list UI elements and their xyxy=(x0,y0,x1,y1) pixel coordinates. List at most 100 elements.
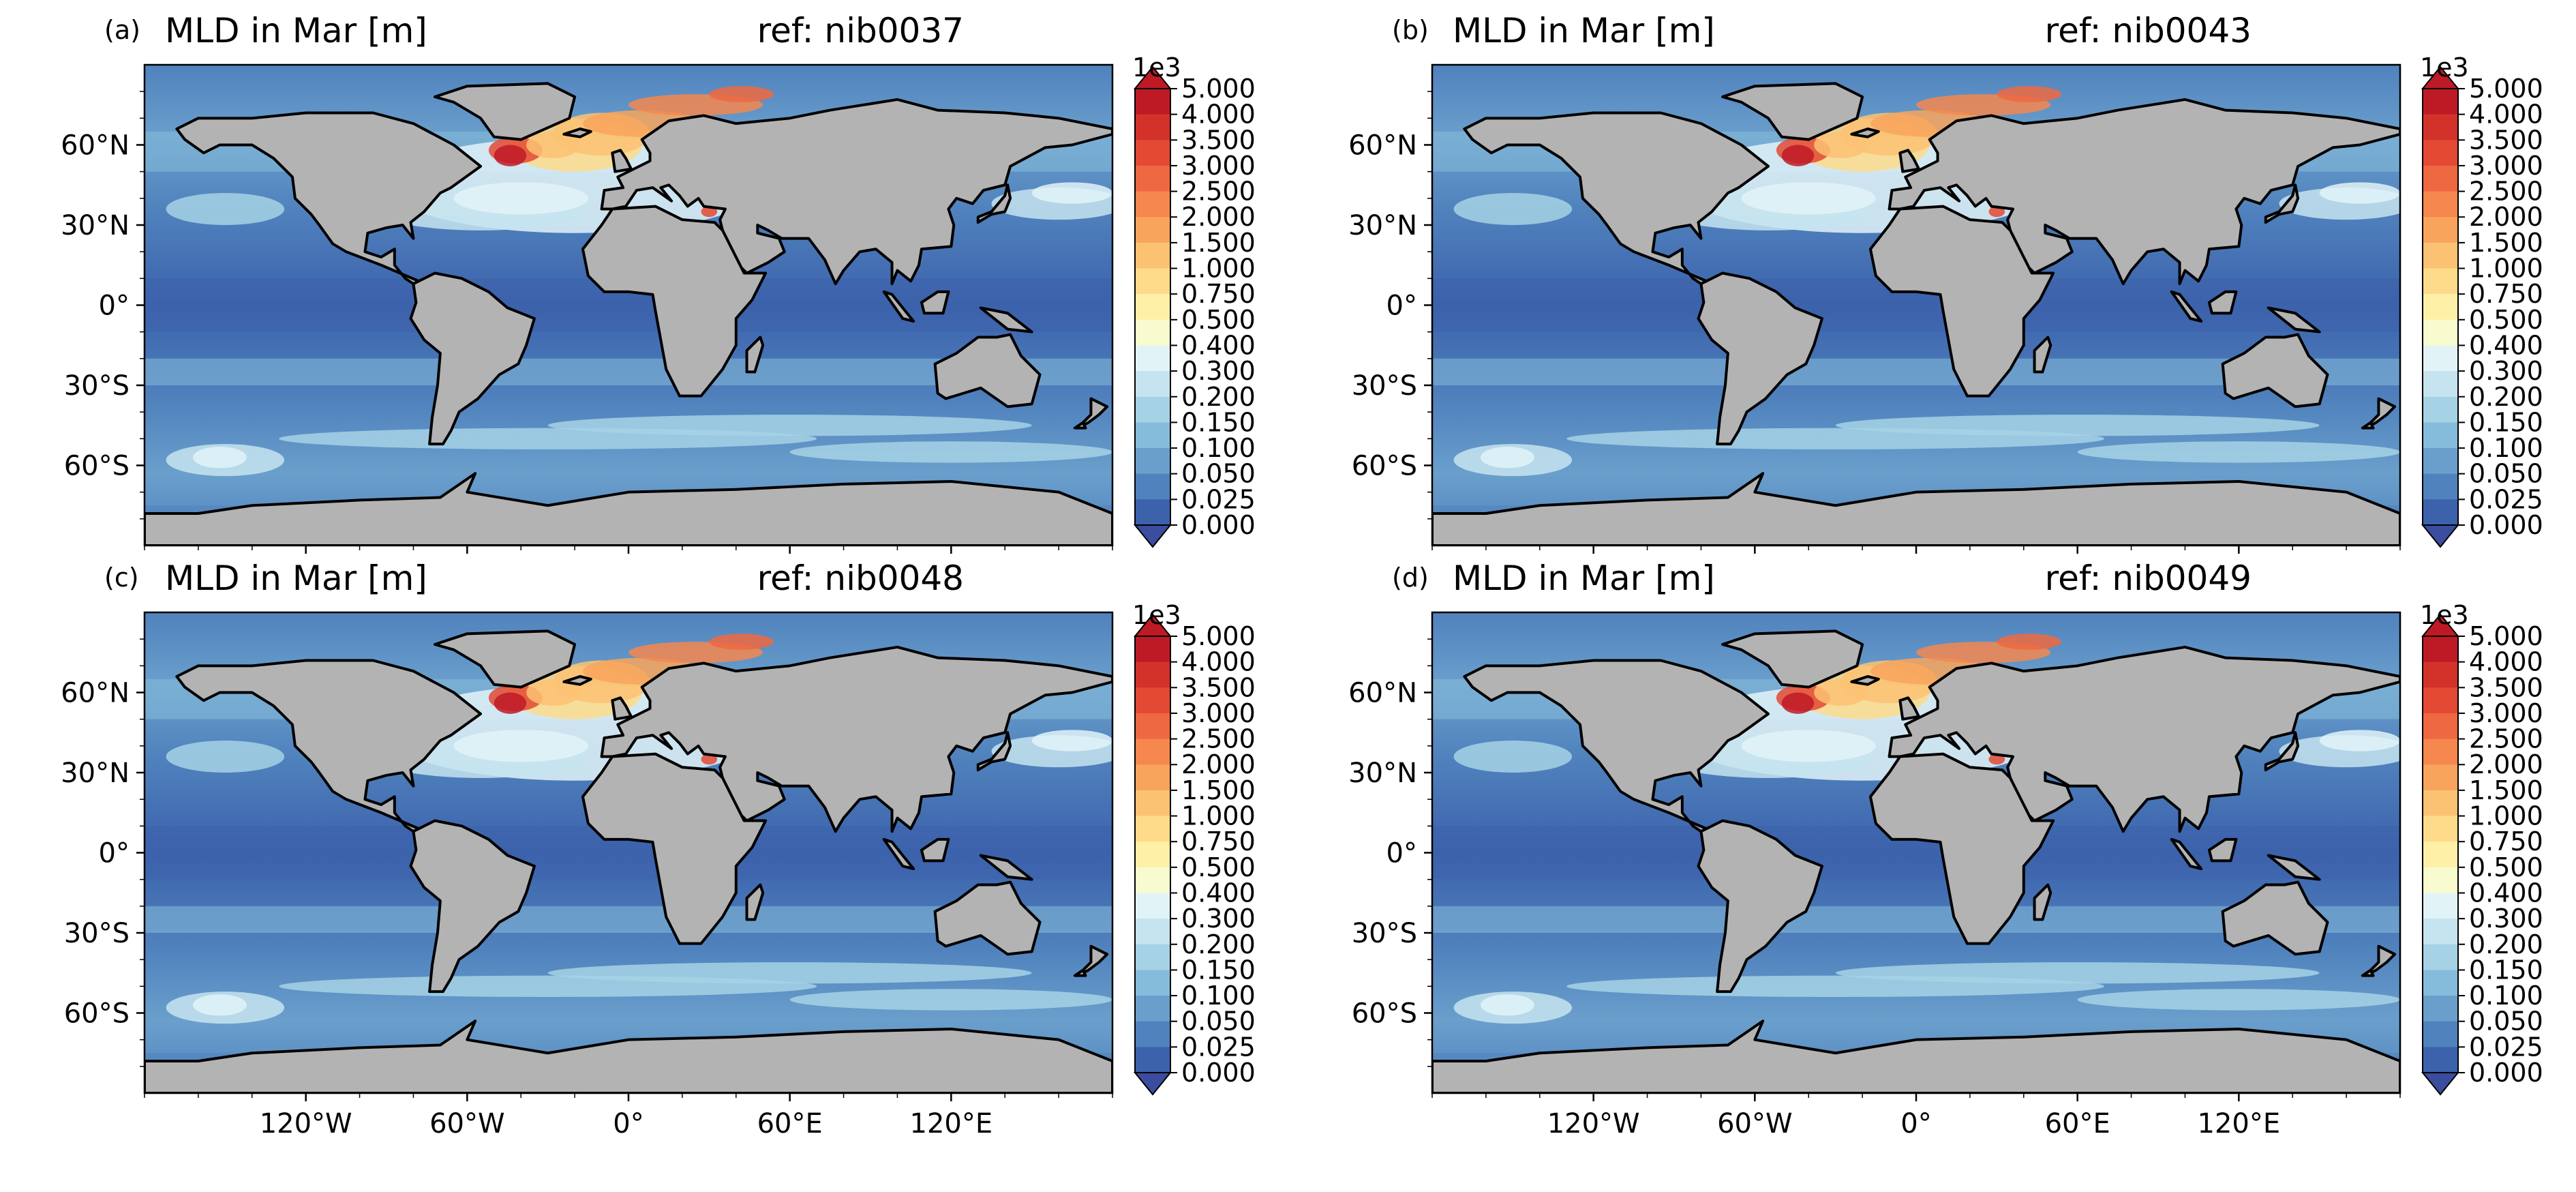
panel-title: MLD in Mar [m] xyxy=(165,558,427,598)
colorbar-segment xyxy=(2423,944,2458,970)
mld-feature xyxy=(1997,86,2061,102)
map-panel-a: (a) MLD in Mar [m] ref: nib0037 60°N 30°N 0° 3… xyxy=(0,0,1288,554)
land-madagascar xyxy=(745,336,765,374)
lat-tick-label: 60°N xyxy=(61,130,130,162)
mld-feature xyxy=(1814,679,1868,706)
colorbar-segment xyxy=(2423,396,2458,423)
land-eurasia xyxy=(600,645,1112,833)
lat-tick-label: 30°N xyxy=(1348,758,1417,789)
land-madagascar xyxy=(745,883,765,921)
colorbar-segment xyxy=(2423,473,2458,500)
colorbar-segment xyxy=(2423,422,2458,449)
colorbar-tick-label: 0.750 xyxy=(2469,279,2543,309)
colorbar-segment xyxy=(1135,687,1170,714)
colorbar-tick-label: 3.000 xyxy=(2469,151,2543,181)
map-plot: 60°N30°N0°30°S60°S5.0004.0003.5003.0002.… xyxy=(61,53,1256,554)
mld-feature xyxy=(494,145,527,166)
land-borneo xyxy=(920,290,950,315)
panel-ref: ref: nib0043 xyxy=(2044,11,2252,50)
colorbar-tick-label: 0.750 xyxy=(1181,279,1256,309)
colorbar-tick-label: 3.000 xyxy=(1181,151,1256,181)
colorbar-segment xyxy=(1135,217,1170,243)
colorbar-tick-label: 1.000 xyxy=(2469,254,2543,284)
land-newzealand2 xyxy=(1073,421,1087,430)
colorbar-tick-label: 0.000 xyxy=(2469,510,2543,540)
panel-label: (c) xyxy=(104,563,139,593)
lon-tick-label: 60°E xyxy=(2045,1108,2110,1139)
colorbar-tick-label: 0.500 xyxy=(1181,305,1256,335)
colorbar-extend-min xyxy=(1133,524,1172,548)
colorbar-tick-label: 3.000 xyxy=(2469,698,2543,728)
mld-feature xyxy=(193,447,247,468)
lon-tick-label: 60°W xyxy=(429,1108,504,1139)
mld-feature xyxy=(1453,193,1573,225)
colorbar-tick-label: 0.050 xyxy=(1181,1007,1256,1037)
land-namerica xyxy=(175,111,483,286)
colorbar-segment xyxy=(2423,661,2458,688)
land-antarctica xyxy=(145,1019,1112,1093)
mld-feature xyxy=(453,182,588,215)
land-antarctica xyxy=(1432,1019,2400,1093)
colorbar-tick-label: 0.200 xyxy=(1181,382,1256,412)
lat-tick-label: 30°S xyxy=(64,918,130,949)
lon-tick-label: 60°W xyxy=(1717,1108,1792,1139)
colorbar-tick-label: 0.400 xyxy=(2469,330,2543,360)
colorbar-tick-label: 0.500 xyxy=(2469,852,2543,882)
colorbar-segment xyxy=(1135,371,1170,398)
colorbar-tick-label: 0.200 xyxy=(2469,382,2543,412)
lat-tick-label: 30°N xyxy=(61,210,130,241)
land-namerica xyxy=(1463,111,1770,286)
colorbar-segment xyxy=(1135,970,1170,996)
colorbar-tick-label: 0.150 xyxy=(2469,407,2543,437)
colorbar-segment xyxy=(2423,319,2458,346)
lat-tick-label: 60°S xyxy=(1352,451,1417,482)
colorbar-tick-label: 0.000 xyxy=(1181,1058,1256,1088)
lat-tick-label: 0° xyxy=(1387,290,1417,322)
panel-label: (d) xyxy=(1392,563,1429,593)
colorbar-segment xyxy=(1135,294,1170,321)
mld-feature xyxy=(709,86,774,102)
land-antarctica xyxy=(145,472,1112,546)
colorbar-segment xyxy=(1135,893,1170,919)
lat-tick-label: 60°N xyxy=(1348,130,1417,162)
colorbar-multiplier: 1e3 xyxy=(2420,53,2469,83)
colorbar-tick-label: 0.150 xyxy=(1181,955,1256,985)
lat-tick-label: 30°S xyxy=(1352,918,1417,949)
colorbar-segment xyxy=(2423,970,2458,996)
lat-tick-label: 0° xyxy=(99,290,130,322)
colorbar-segment xyxy=(1135,422,1170,449)
mld-feature xyxy=(166,193,285,225)
colorbar-segment xyxy=(2423,345,2458,372)
colorbar-tick-label: 0.200 xyxy=(2469,929,2543,959)
land-nz xyxy=(1076,397,1109,430)
colorbar-tick-label: 1.000 xyxy=(1181,801,1256,831)
colorbar-tick-label: 0.300 xyxy=(2469,904,2543,934)
mld-feature xyxy=(526,131,580,159)
mld-feature xyxy=(494,692,527,714)
mld-feature xyxy=(166,741,285,773)
colorbar-tick-label: 0.500 xyxy=(2469,305,2543,335)
colorbar-tick-label: 2.000 xyxy=(1181,202,1256,232)
land-borneo xyxy=(920,837,950,863)
colorbar-segment xyxy=(1135,140,1170,166)
panel-title: MLD in Mar [m] xyxy=(1453,558,1715,598)
colorbar-segment xyxy=(1135,996,1170,1022)
land-antarctica xyxy=(1432,472,2400,546)
colorbar-segment xyxy=(2423,499,2458,526)
land-samerica xyxy=(409,819,536,994)
panel-title: MLD in Mar [m] xyxy=(165,11,427,50)
colorbar-tick-label: 5.000 xyxy=(2469,74,2543,104)
land-greenland xyxy=(434,82,577,141)
lat-tick-label: 60°S xyxy=(64,451,130,482)
colorbar-tick-label: 2.500 xyxy=(2469,177,2543,207)
map-panel-b: (b) MLD in Mar [m] ref: nib0043 60°N 30°N 0° 3… xyxy=(1288,0,2575,554)
colorbar-segment xyxy=(2423,687,2458,714)
mld-feature xyxy=(1814,131,1868,159)
colorbar-segment xyxy=(2423,268,2458,295)
land-madagascar xyxy=(2033,883,2052,921)
lat-tick-label: 60°N xyxy=(1348,678,1417,709)
colorbar-segment xyxy=(1135,345,1170,372)
colorbar-segment xyxy=(2423,816,2458,842)
colorbar-segment xyxy=(2423,165,2458,192)
land-iceland xyxy=(562,675,592,686)
